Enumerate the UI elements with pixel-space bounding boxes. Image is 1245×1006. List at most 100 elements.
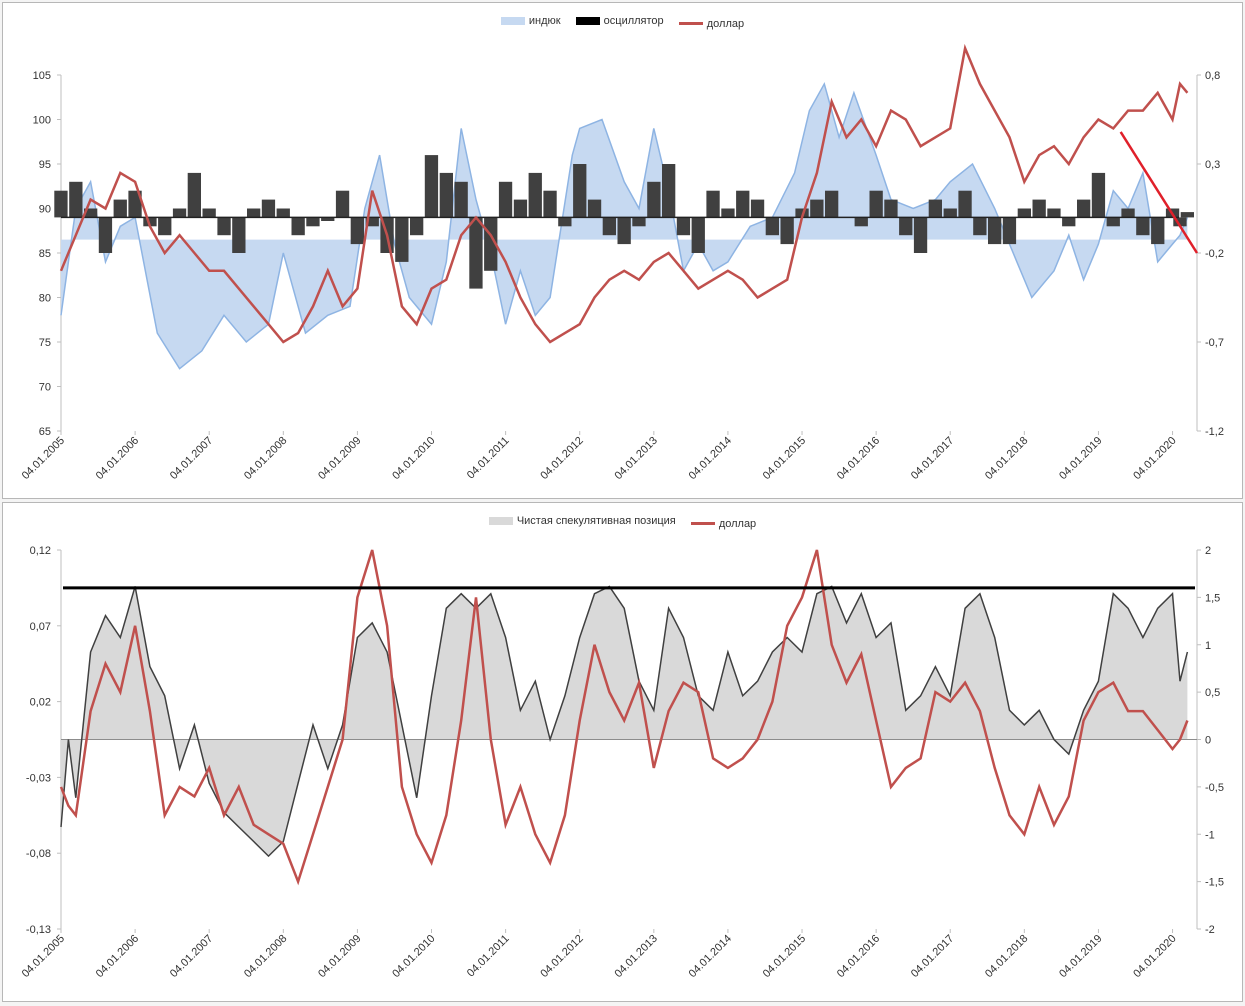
oscillator-bar [528, 172, 542, 218]
y-left-tick-label: 0,12 [30, 545, 51, 557]
x-tick-label: 04.01.2011 [465, 933, 512, 980]
position-line [60, 585, 1189, 858]
oscillator-bar [573, 164, 587, 218]
x-tick-label: 04.01.2015 [761, 435, 808, 482]
oscillator-bar [113, 199, 127, 218]
oscillator-bar [810, 199, 824, 218]
y-left-tick-label: 0,07 [30, 621, 51, 633]
x-tick-label: 04.01.2014 [687, 933, 734, 980]
x-tick-label: 04.01.2017 [909, 435, 956, 482]
legend-item-position: Чистая спекулятивная позиция [488, 515, 676, 527]
y-right-tick-label: -1 [1205, 829, 1215, 841]
x-tick-label: 04.01.2011 [465, 435, 512, 482]
bottom-chart-panel: Чистая спекулятивная позиция доллар -0,1… [2, 502, 1243, 1002]
legend-swatch-dollar [678, 22, 703, 25]
oscillator-bar [750, 199, 765, 218]
oscillator-bar [587, 199, 602, 218]
oscillator-bar [691, 217, 705, 253]
x-tick-label: 04.01.2009 [316, 933, 363, 980]
oscillator-bar [780, 217, 794, 245]
oscillator-bar [335, 190, 350, 218]
y-right-tick-label: 1 [1205, 640, 1211, 652]
oscillator-bar [410, 217, 424, 236]
oscillator-bar [676, 217, 691, 236]
legend-swatch-position [488, 517, 513, 525]
oscillator-bar [765, 217, 779, 236]
x-tick-label: 04.01.2014 [687, 435, 734, 482]
x-tick-label: 04.01.2016 [835, 435, 882, 482]
x-tick-label: 04.01.2010 [390, 933, 437, 980]
oscillator-bar [558, 217, 572, 227]
y-left-tick-label: 80 [39, 293, 51, 305]
y-left-tick-label: 105 [33, 70, 51, 82]
legend-item-oscillator: осциллятор [575, 15, 664, 27]
bottom-chart-legend: Чистая спекулятивная позиция доллар [3, 515, 1242, 530]
y-left-tick-label: 90 [39, 204, 51, 216]
oscillator-bar [498, 181, 513, 218]
oscillator-bar [1062, 217, 1076, 227]
oscillator-bar [306, 217, 320, 227]
y-right-tick-label: -2 [1205, 924, 1215, 936]
x-tick-label: 04.01.2018 [983, 933, 1030, 980]
y-left-tick-label: 70 [39, 382, 51, 394]
x-tick-label: 04.01.2013 [613, 435, 660, 482]
bottom-chart-svg: -0,13 -0,08 -0,03 0,02 0,07 0,12 -2 -1,5 -1 -0,5 0… [20, 545, 1224, 980]
oscillator-bar [973, 217, 987, 236]
oscillator-bar [513, 199, 528, 218]
oscillator-bar [469, 217, 483, 289]
oscillator-bar [1173, 217, 1187, 227]
oscillator-bar [291, 217, 305, 236]
x-tick-label: 04.01.2016 [835, 933, 882, 980]
oscillator-bar [1180, 212, 1194, 218]
y-right-tick-label: -0,2 [1205, 248, 1224, 260]
x-tick-label: 04.01.2007 [168, 435, 215, 482]
oscillator-bar [439, 172, 453, 218]
x-tick-label: 04.01.2005 [20, 435, 67, 482]
legend-label-oscillator: осциллятор [603, 15, 664, 27]
y-left-tick-label: -0,03 [26, 772, 51, 784]
y-left-tick-label: 65 [39, 426, 51, 438]
x-tick-label: 04.01.2019 [1057, 933, 1104, 980]
oscillator-bar [795, 208, 809, 218]
x-tick-label: 04.01.2007 [168, 933, 215, 980]
oscillator-bar [1091, 172, 1106, 218]
x-tick-label: 04.01.2017 [909, 933, 956, 980]
x-tick-label: 04.01.2013 [613, 933, 660, 980]
oscillator-bar [869, 190, 883, 218]
trend-line [1119, 131, 1199, 254]
y-left-tick-label: 75 [39, 337, 51, 349]
oscillator-bar [602, 217, 616, 236]
oscillator-bar [454, 181, 468, 218]
oscillator-bar [1017, 208, 1031, 218]
y-right-tick-label: -0,5 [1205, 782, 1224, 794]
y-left-tick-label: 0,02 [30, 697, 51, 709]
oscillator-bar [1002, 217, 1017, 245]
oscillator-bar [128, 190, 142, 218]
oscillator-bar [1047, 208, 1061, 218]
x-tick-label: 04.01.2010 [390, 435, 437, 482]
oscillator-bar [943, 208, 957, 218]
oscillator-bar [395, 217, 409, 262]
oscillator-bar [899, 217, 913, 236]
oscillator-bar [884, 199, 898, 218]
y-right-tick-label: -0,7 [1205, 337, 1224, 349]
x-tick-label: 04.01.2008 [242, 435, 289, 482]
y-right-tick-label: 0 [1205, 735, 1211, 747]
oscillator-bar [706, 190, 720, 218]
oscillator-bar [854, 217, 868, 227]
x-tick-label: 04.01.2008 [242, 933, 289, 980]
top-chart-svg: 65 70 75 80 85 90 95 100 105 -1,2 -0,7 -0,2 0,3 0,8 04… [20, 43, 1224, 482]
oscillator-bar [187, 172, 201, 218]
oscillator-bar [1121, 208, 1135, 218]
legend-label-position: Чистая спекулятивная позиция [516, 515, 676, 527]
oscillator-bar [54, 190, 68, 218]
oscillator-bar [1032, 199, 1046, 218]
oscillator-bar [98, 217, 113, 253]
y-left-tick-label: 100 [33, 115, 51, 127]
y-left-tick-label: 85 [39, 248, 51, 260]
legend-item-index: индюк [500, 15, 561, 27]
oscillator-bar [172, 208, 187, 218]
legend-label-index: индюк [528, 15, 561, 27]
legend-item-dollar-2: доллар [690, 518, 756, 530]
x-tick-label: 04.01.2012 [538, 933, 585, 980]
